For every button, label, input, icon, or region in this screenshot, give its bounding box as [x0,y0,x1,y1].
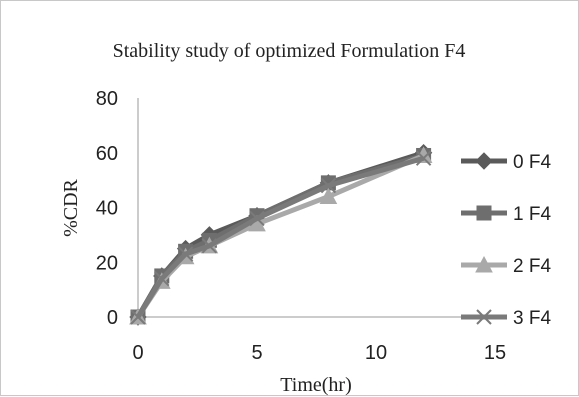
axes: 0 20 40 60 80 0 5 10 15 [96,88,506,364]
legend-label: 1 F4 [513,204,551,225]
series-line [135,153,425,319]
legend-marker [475,152,493,170]
series-3 [130,150,432,325]
y-axis-label: %CDR [60,178,82,236]
y-tick-label: 40 [96,198,118,220]
legend-marker [475,255,493,273]
x-marker-stroke [476,309,492,325]
x-marker-stroke [415,150,432,166]
x-marker-stroke [130,309,146,325]
legend-entry-0: 0 F4 [461,152,551,173]
data-point [130,309,146,325]
chart-title: Stability study of optimized Formulation… [113,40,466,62]
series-group [129,144,433,326]
data-point [415,150,432,166]
x-tick-label: 5 [251,342,262,364]
y-tick-label: 20 [96,252,118,274]
x-marker-stroke [177,246,194,262]
x-marker-stroke [320,177,337,194]
series-line [135,155,425,319]
legend-label: 0 F4 [513,152,551,173]
legend-label: 3 F4 [513,308,551,329]
x-tick-label: 0 [132,342,143,364]
series-line [135,150,425,319]
x-tick-label: 15 [484,342,506,364]
data-point [249,210,265,227]
data-point [320,177,337,194]
legend-entry-1: 1 F4 [461,204,551,225]
data-point [201,238,218,254]
legend: 0 F4 1 F4 2 F4 3 F4 [461,152,551,329]
data-point [319,187,338,205]
y-tick-label: 80 [96,88,118,110]
data-point [177,246,194,262]
legend-label: 2 F4 [513,256,551,277]
legend-entry-3: 3 F4 [461,308,551,329]
y-tick-label: 0 [107,307,118,329]
legend-marker [476,309,492,325]
legend-marker [476,205,492,221]
series-2 [129,146,433,325]
x-tick-label: 10 [365,342,387,364]
x-marker-stroke [154,270,170,287]
y-tick-label: 60 [96,143,118,165]
x-marker-stroke [249,210,265,227]
series-1 [130,147,432,325]
legend-entry-2: 2 F4 [461,255,551,277]
series-line [135,153,425,319]
data-point [154,270,170,287]
x-axis-label: Time(hr) [280,374,351,396]
x-marker-stroke [201,238,218,254]
